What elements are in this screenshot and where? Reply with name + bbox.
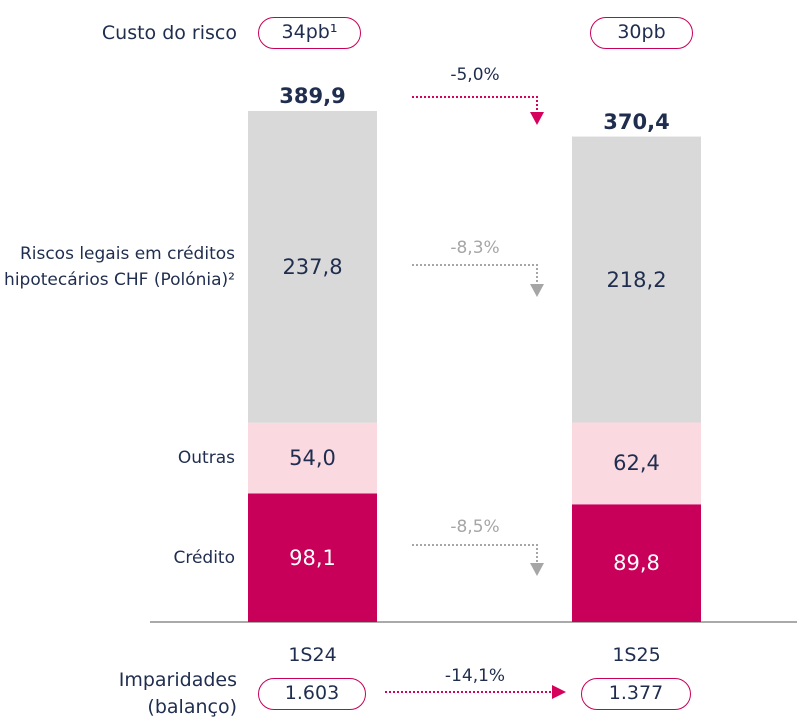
- impairments-value: 1.603: [258, 678, 366, 710]
- category-label: 1S24: [288, 644, 337, 666]
- arrow-head: [530, 563, 544, 576]
- bar-segment: [572, 504, 701, 622]
- value-label: 237,8: [282, 254, 343, 279]
- bar-segment: [572, 136, 701, 423]
- series-label: Riscos legais em créditos hipotecários C…: [4, 243, 235, 290]
- change-label: -5,0%: [450, 65, 500, 85]
- bar-segment: [572, 422, 701, 505]
- cost-of-risk-value: 30pb: [590, 17, 693, 49]
- bar-segment: [248, 493, 377, 622]
- bar-segment: [248, 111, 377, 423]
- cost-of-risk-value: 34pb¹: [258, 17, 361, 49]
- value-label: 98,1: [289, 545, 336, 570]
- total-label: 389,9: [279, 84, 346, 108]
- series-label: Outras: [177, 448, 235, 469]
- series-label: Crédito: [173, 547, 235, 568]
- bar-segment: [248, 422, 377, 494]
- value-label: 54,0: [289, 446, 336, 471]
- change-arrow: [412, 544, 538, 564]
- impairments-change: -14,1%: [444, 666, 506, 686]
- change-label: -8,3%: [450, 238, 500, 258]
- arrow-head: [552, 685, 566, 699]
- cost-of-risk-label: Custo do risco: [101, 22, 237, 44]
- category-label: 1S25: [612, 644, 661, 666]
- total-label: 370,4: [603, 109, 670, 134]
- arrow-head: [530, 284, 544, 297]
- impairments-value: 1.377: [581, 678, 691, 710]
- impairments-label: Imparidades (balanço): [118, 669, 237, 718]
- value-label: 218,2: [606, 267, 667, 292]
- value-label: 62,4: [613, 451, 660, 476]
- value-label: 89,8: [613, 551, 660, 576]
- change-label: -8,5%: [450, 517, 500, 537]
- change-arrow: [412, 264, 538, 285]
- arrow-head: [530, 112, 544, 125]
- change-arrow: [412, 96, 538, 113]
